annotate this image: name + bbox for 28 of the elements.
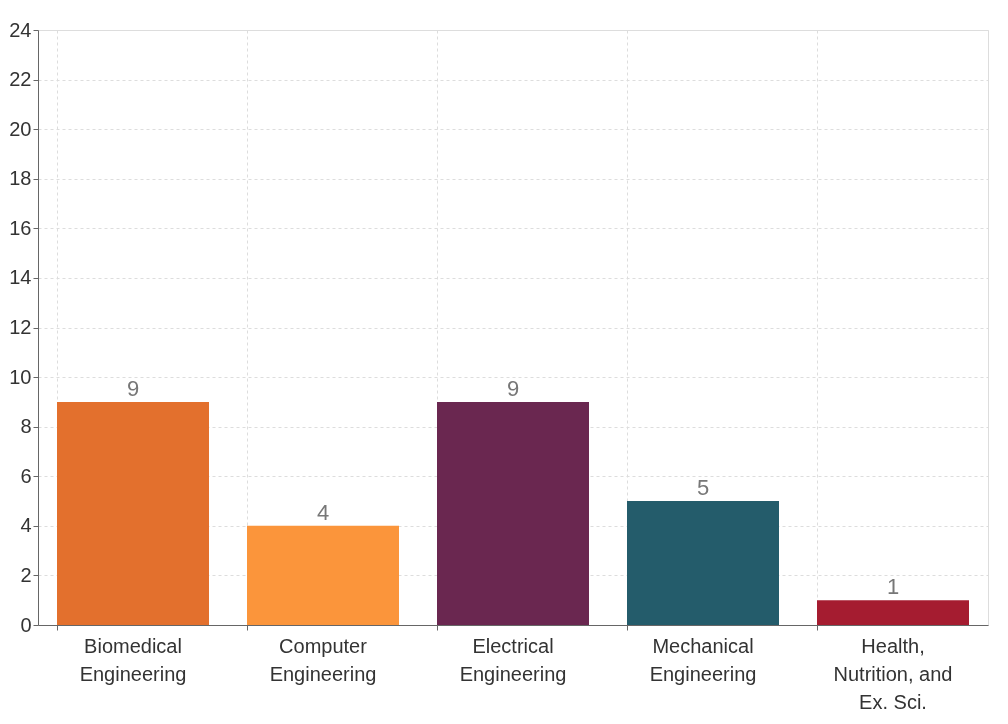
y-tick-label: 24 (9, 18, 32, 41)
data-label: 9 (126, 375, 140, 401)
data-label: 9 (506, 375, 520, 401)
y-tick-label: 0 (20, 613, 32, 636)
bar (247, 525, 399, 625)
y-tick-label: 16 (9, 216, 32, 239)
x-tick-label: Electrical Engineering (459, 634, 567, 685)
x-tick-label: Biomedical Engineering (79, 634, 187, 685)
bar (437, 401, 589, 625)
x-tick-label: Health, Nutrition, and Ex. Sci. (833, 634, 953, 713)
data-label: 1 (886, 574, 900, 600)
bar (57, 401, 209, 625)
y-tick-label: 12 (9, 316, 32, 338)
x-tick-label: Mechanical Engineering (649, 634, 757, 685)
data-label: 4 (316, 499, 330, 525)
y-tick-label: 6 (20, 464, 32, 487)
y-tick-label: 8 (20, 415, 32, 438)
y-tick-label: 20 (9, 117, 32, 140)
y-tick-label: 18 (9, 167, 32, 190)
y-tick-label: 22 (9, 68, 32, 91)
data-label: 5 (696, 475, 710, 501)
y-tick-label: 4 (20, 514, 32, 537)
y-tick-label: 2 (20, 563, 32, 586)
bar (627, 501, 779, 625)
y-tick-label: 10 (9, 365, 32, 388)
y-tick-label: 14 (9, 266, 32, 289)
x-tick-label: Computer Engineering (269, 634, 377, 685)
bar (817, 600, 969, 625)
